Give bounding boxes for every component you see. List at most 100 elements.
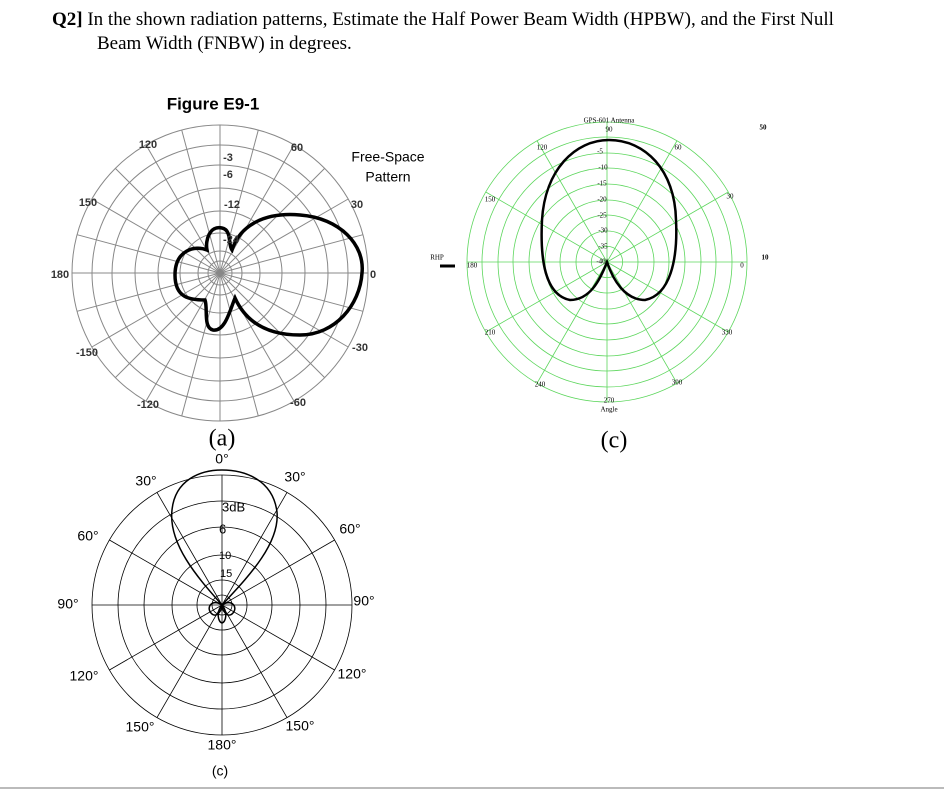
grid-spoke <box>181 129 221 274</box>
grid-spoke <box>91 272 221 348</box>
grid-spoke <box>219 272 364 312</box>
polar-grid <box>91 474 353 736</box>
angle-label: 60 <box>291 142 303 154</box>
angle-label: -120 <box>137 399 159 411</box>
caption: (c) <box>212 763 228 779</box>
angle-label: 180 <box>51 269 69 281</box>
grid-spoke <box>219 272 349 348</box>
db-label: -35 <box>598 243 608 251</box>
legend-text: RHP <box>430 254 444 262</box>
angle-label: 330 <box>722 329 733 337</box>
question-number: Q2] <box>52 9 83 30</box>
grid-spoke <box>485 261 608 333</box>
angle-label: 180 <box>467 262 478 270</box>
grid-spoke <box>606 140 678 263</box>
db-label: -40 <box>596 258 606 266</box>
angle-label: 240 <box>535 381 546 389</box>
legend-text: Free-Space <box>351 149 424 165</box>
grid-spoke <box>221 604 288 718</box>
figure-title: Figure E9-1 <box>167 94 260 113</box>
db-label: -12 <box>224 199 240 211</box>
angle-label: 30 <box>727 193 735 201</box>
db-label: -6 <box>223 169 233 181</box>
angle-label: 0 <box>740 262 744 270</box>
question-line: Q2] In the shown radiation patterns, Est… <box>52 9 834 31</box>
grid-spoke <box>221 604 335 671</box>
grid-spoke <box>91 198 221 274</box>
grid-spoke <box>181 272 221 417</box>
angle-label: 300 <box>672 379 683 387</box>
polar-grid <box>71 124 369 422</box>
angle-label: 150° <box>126 719 155 735</box>
legend-text: Pattern <box>365 169 410 185</box>
grid-spoke <box>156 492 223 606</box>
pattern <box>171 469 278 624</box>
angle-label: 30° <box>135 473 156 489</box>
grid-spoke <box>145 272 221 402</box>
angle-label: 180° <box>208 737 237 753</box>
db-label: 3dB <box>222 499 245 514</box>
grid-spoke <box>606 191 729 263</box>
caption: (a) <box>209 426 236 452</box>
grid-spoke <box>536 140 608 263</box>
angle-label: 120 <box>139 139 157 151</box>
angle-label: 60° <box>339 521 360 537</box>
angle-label: -150 <box>76 347 98 359</box>
polar-grid <box>466 121 748 403</box>
angle-label: 120° <box>70 668 99 684</box>
grid-spoke <box>606 261 729 333</box>
grid-spoke <box>536 261 608 384</box>
angle-label: 210 <box>485 329 496 337</box>
angle-label: -30 <box>352 342 368 354</box>
grid-spoke <box>114 167 221 274</box>
axis-label: Angle <box>600 406 617 414</box>
angle-label: 270 <box>604 397 615 405</box>
question-line: Beam Width (FNBW) in degrees. <box>97 33 352 54</box>
chart-title: GPS-601 Antenna <box>584 117 636 125</box>
angle-label: 150 <box>485 196 496 204</box>
db-label: -10 <box>598 164 608 172</box>
pattern <box>540 138 678 302</box>
db-label: 10 <box>219 550 231 562</box>
angle-label: 150° <box>286 718 315 734</box>
angle-label: 0 <box>370 269 376 281</box>
db-label: -25 <box>597 212 607 220</box>
side-label: 50 <box>760 124 768 132</box>
angle-label: 150 <box>79 197 97 209</box>
grid-spoke <box>76 272 221 312</box>
pattern <box>173 212 364 337</box>
question-text: In the shown radiation patterns, Estimat… <box>87 9 834 30</box>
db-label: -3 <box>223 152 233 164</box>
grid-spoke <box>114 272 221 379</box>
grid-spoke <box>219 272 326 379</box>
grid-spoke <box>219 198 349 274</box>
db-label: -24 <box>223 234 240 246</box>
grid-spoke <box>219 167 326 274</box>
db-label: 6 <box>219 521 226 536</box>
db-label: 15 <box>220 568 232 580</box>
db-label: -30 <box>598 227 608 235</box>
grid-spoke <box>109 539 223 606</box>
angle-label: 120° <box>338 666 367 682</box>
grid-spoke <box>76 234 221 274</box>
grid-spoke <box>485 191 608 263</box>
angle-label: 60 <box>675 144 683 152</box>
angle-label: 90° <box>57 596 78 612</box>
db-label: -20 <box>597 196 607 204</box>
grid-spoke <box>606 261 678 384</box>
side-label: 10 <box>762 254 770 262</box>
angle-label: 90 <box>606 126 614 134</box>
grid-spoke <box>219 272 295 402</box>
grid-spoke <box>219 272 259 417</box>
angle-label: 30° <box>284 469 305 485</box>
angle-label: 120 <box>537 144 548 152</box>
grid-spoke <box>219 129 259 274</box>
angle-label: 60° <box>77 528 98 544</box>
grid-spoke <box>219 234 364 274</box>
grid-spoke <box>109 604 223 671</box>
caption: (c) <box>601 428 628 454</box>
db-label: -5 <box>597 148 603 156</box>
angle-label: 90° <box>353 593 374 609</box>
